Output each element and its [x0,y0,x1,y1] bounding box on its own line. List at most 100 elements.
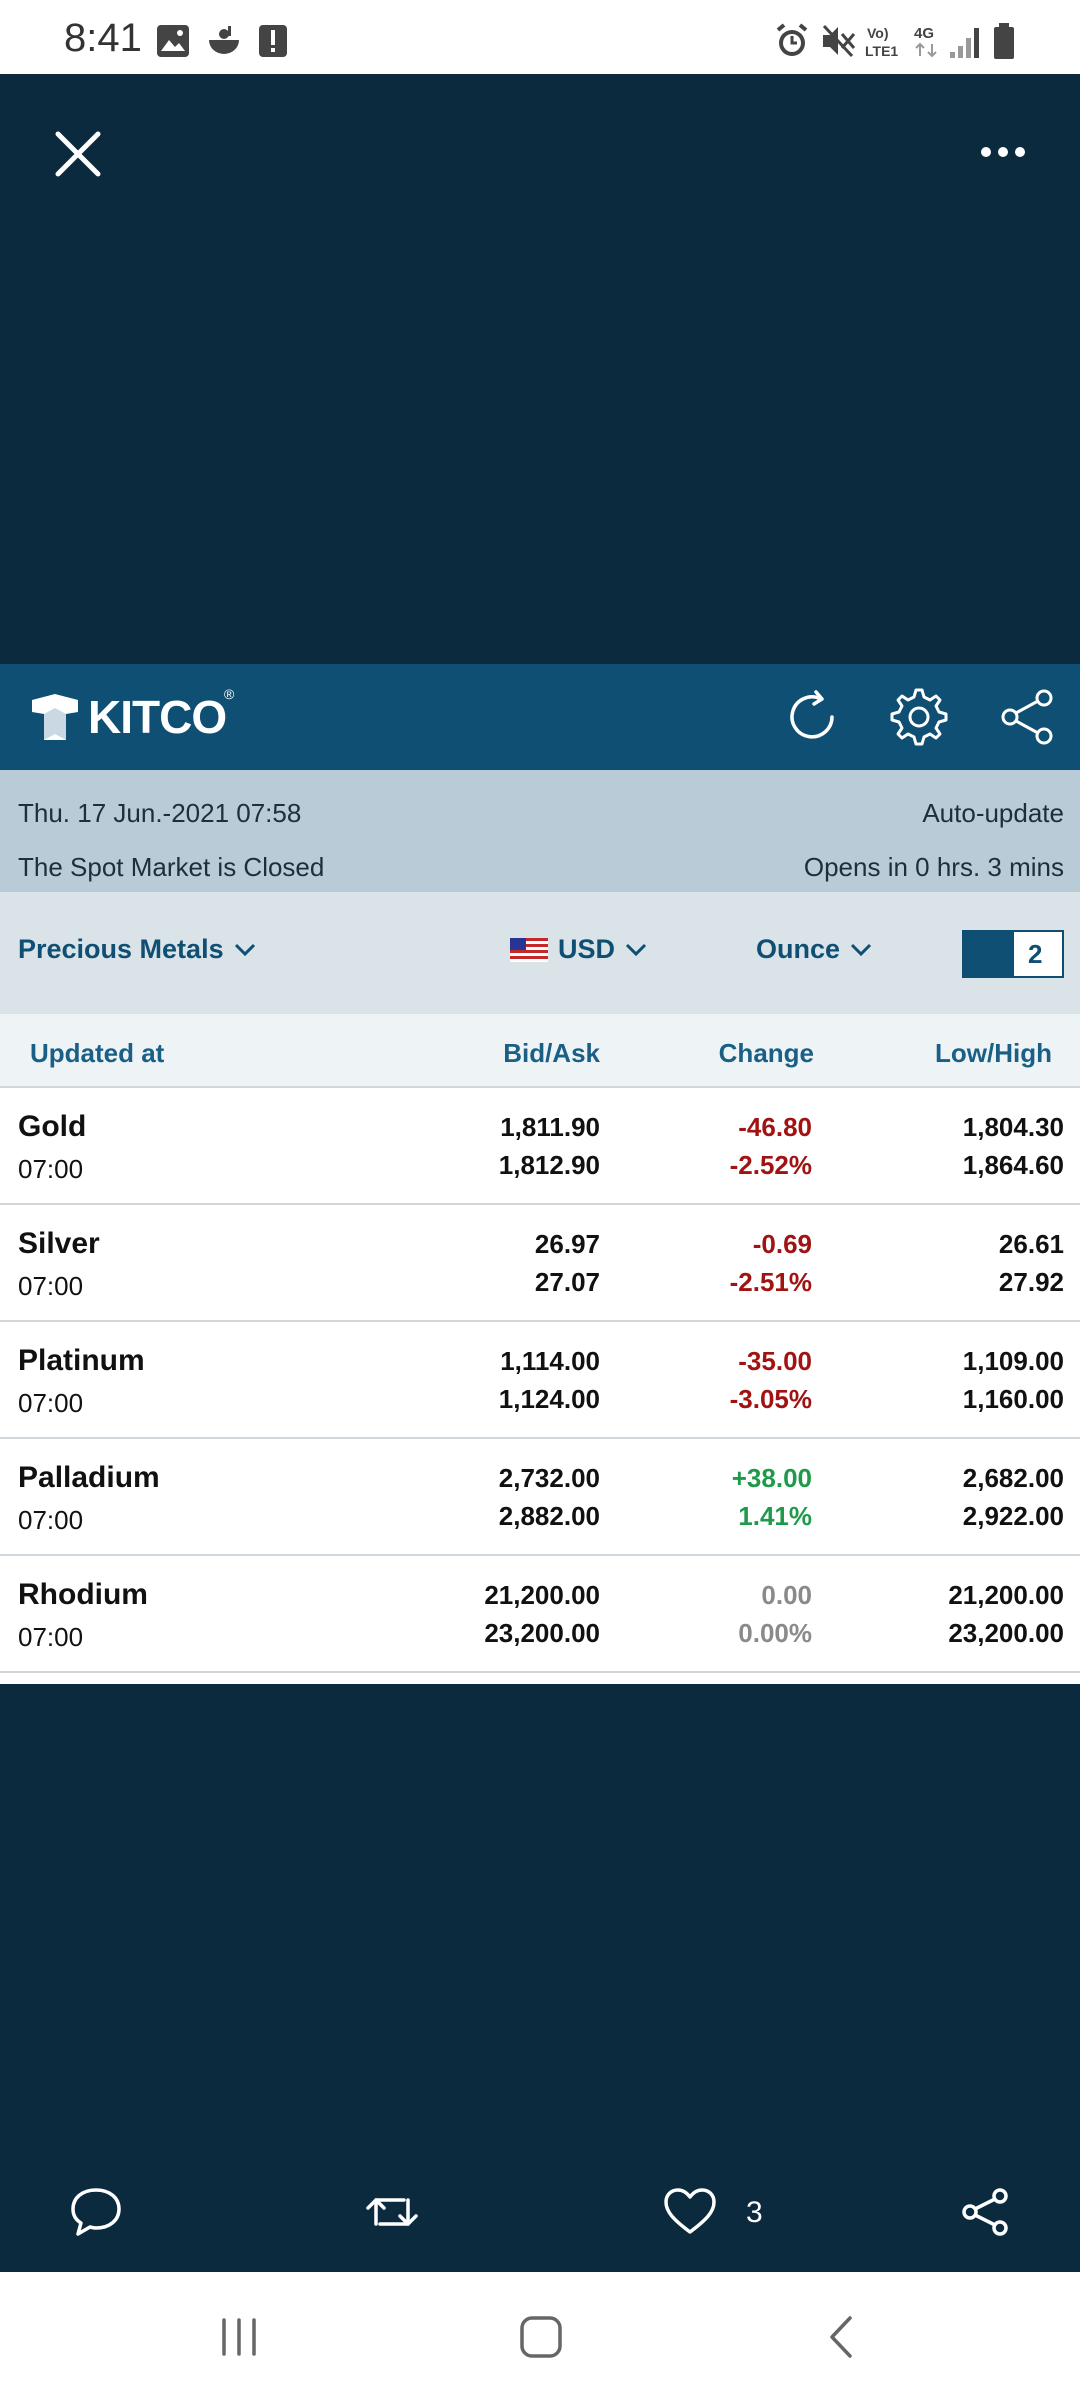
col-low-high: Low/High [935,1038,1052,1068]
chevron-down-icon [234,943,255,956]
share-icon[interactable] [994,684,1060,750]
refresh-icon[interactable] [780,684,846,750]
change-percent: 1.41% [738,1501,812,1531]
date-time: Thu. 17 Jun.-2021 07:58 [18,798,302,828]
battery-icon [994,23,1014,59]
signal-icon [950,28,979,58]
low-value: 2,682.00 [962,1463,1064,1493]
bid-value: 26.97 [534,1229,600,1259]
like-heart-icon[interactable] [662,2184,718,2240]
view-toggle[interactable]: 2 [962,930,1064,978]
table-row[interactable]: Silver 07:00 26.97 27.07 -0.69 -2.51% 26… [0,1205,1080,1322]
low-value: 1,109.00 [962,1346,1064,1376]
change-value: +38.00 [731,1463,812,1493]
low-value: 1,804.30 [962,1112,1064,1142]
table-row[interactable]: Gold 07:00 1,811.90 1,812.90 -46.80 -2.5… [0,1088,1080,1205]
high-value: 27.92 [998,1267,1064,1297]
toggle-fill [964,932,1014,976]
gallery-notification-icon [157,25,189,57]
ask-value: 2,882.00 [498,1501,600,1531]
kitco-logo-icon [32,694,78,740]
close-icon[interactable] [52,128,104,180]
more-options-icon[interactable] [978,140,1028,164]
metal-name: Gold [18,1110,87,1143]
low-value: 26.61 [998,1229,1064,1259]
market-status: The Spot Market is Closed [18,852,325,882]
category-label: Precious Metals [18,934,224,964]
status-bar: 8:41 Vo) LTE1 4G [0,0,1080,74]
change-value: -46.80 [738,1112,812,1142]
currency-label: USD [558,934,616,964]
volte-icon: Vo) LTE1 [865,25,898,59]
low-value: 21,200.00 [948,1580,1064,1610]
4g-icon: 4G [914,25,937,58]
col-change: Change [718,1038,814,1068]
metal-time: 07:00 [18,1271,84,1301]
filter-band: Precious Metals USD Ounce [0,892,1080,1014]
kitco-brand-text: KITCO [88,691,227,743]
ask-value: 27.07 [534,1267,600,1297]
bid-value: 1,811.90 [500,1112,600,1142]
metal-name: Silver [18,1227,100,1260]
metal-time: 07:00 [18,1388,84,1418]
media-viewer-background [0,74,1080,664]
status-time: 8:41 [64,16,142,60]
chevron-down-icon [850,943,872,956]
ask-value: 23,200.00 [484,1618,600,1648]
ask-value: 1,812.90 [498,1150,600,1180]
mute-icon [822,24,856,58]
table-row[interactable]: Rhodium 07:00 21,200.00 23,200.00 0.00 0… [0,1556,1080,1673]
change-value: -35.00 [738,1346,812,1376]
svg-text:4G: 4G [914,25,934,42]
col-updated-at: Updated at [30,1038,165,1068]
metal-time: 07:00 [18,1622,84,1652]
change-value: -0.69 [752,1229,812,1259]
change-percent: 0.00% [738,1618,812,1648]
svg-text:LTE1: LTE1 [865,43,898,59]
alarm-icon [776,23,808,56]
market-info-band: Thu. 17 Jun.-2021 07:58 Auto-update The … [0,770,1080,892]
kitco-widget: KITCO ® Thu. 17 Jun.-2021 07:58 Auto-upd… [0,664,1080,1684]
bowl-notification-icon [209,26,239,54]
table-row[interactable]: Palladium 07:00 2,732.00 2,882.00 +38.00… [0,1439,1080,1556]
metal-name: Rhodium [18,1578,148,1611]
registered-mark: ® [224,686,235,702]
kitco-header: KITCO ® [0,664,1080,770]
auto-update-label[interactable]: Auto-update [922,798,1064,828]
unit-dropdown[interactable]: Ounce [756,934,872,965]
home-icon[interactable] [516,2312,566,2362]
comment-icon[interactable] [68,2184,124,2240]
settings-gear-icon[interactable] [886,684,952,750]
like-count: 3 [746,2196,763,2229]
back-icon[interactable] [818,2312,868,2362]
metal-time: 07:00 [18,1505,84,1535]
change-percent: -2.51% [729,1267,812,1297]
retweet-icon[interactable] [364,2184,420,2240]
currency-dropdown[interactable]: USD [510,934,647,965]
col-bid-ask: Bid/Ask [503,1038,600,1068]
ask-value: 1,124.00 [498,1384,600,1414]
us-flag-icon [510,937,548,962]
kitco-logo: KITCO ® [30,686,250,746]
change-percent: -2.52% [729,1150,812,1180]
table-row[interactable]: Platinum 07:00 1,114.00 1,124.00 -35.00 … [0,1322,1080,1439]
chevron-down-icon [625,943,647,956]
high-value: 1,160.00 [962,1384,1064,1414]
metal-name: Palladium [18,1461,160,1494]
category-dropdown[interactable]: Precious Metals [18,934,256,965]
share-tweet-icon[interactable] [958,2184,1014,2240]
unit-label: Ounce [756,934,841,964]
toggle-value: 2 [1028,939,1043,969]
high-value: 2,922.00 [962,1501,1064,1531]
svg-text:Vo): Vo) [867,25,889,41]
bid-value: 21,200.00 [484,1580,600,1610]
system-nav-bar [0,2272,1080,2400]
change-value: 0.00 [761,1580,812,1610]
column-header: Updated at Bid/Ask Change Low/High [0,1014,1080,1088]
opens-in-text: Opens in 0 hrs. 3 mins [803,852,1064,882]
bid-value: 2,732.00 [498,1463,600,1493]
bid-value: 1,114.00 [500,1346,600,1376]
recent-apps-icon[interactable] [214,2312,264,2362]
high-value: 23,200.00 [948,1618,1064,1648]
alert-notification-icon [259,25,287,57]
